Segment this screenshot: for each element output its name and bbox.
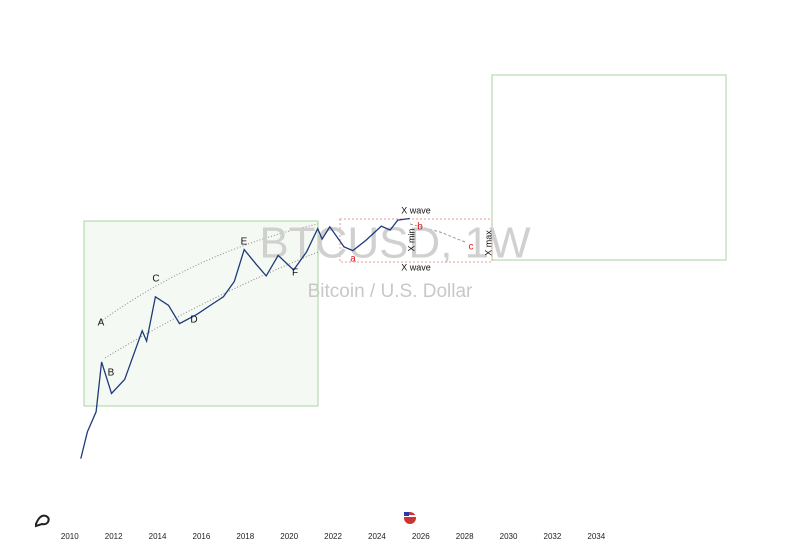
x-tick-label: 2018	[236, 532, 254, 541]
watermark-subtitle: Bitcoin / U.S. Dollar	[308, 281, 473, 302]
wave-label: C	[152, 274, 159, 285]
zone-box	[491, 74, 727, 261]
channel-line	[99, 223, 319, 323]
zone-box	[83, 220, 319, 407]
wave-label: E	[241, 237, 248, 248]
wave-label: X min	[406, 228, 416, 251]
wave-label: A	[98, 318, 105, 329]
wave-label: c	[469, 242, 474, 253]
x-tick-label: 2034	[587, 532, 605, 541]
x-tick-label: 2020	[280, 532, 298, 541]
x-tick-label: 2012	[105, 532, 123, 541]
x-tick-label: 2024	[368, 532, 386, 541]
x-tick-label: 2032	[544, 532, 562, 541]
wave-label: X wave	[401, 205, 431, 215]
wave-label: D	[190, 315, 197, 326]
flag-icon	[404, 512, 416, 524]
wave-label: X max	[483, 230, 493, 256]
price-line	[80, 217, 410, 459]
x-tick-label: 2028	[456, 532, 474, 541]
wave-label: X wave	[401, 262, 431, 272]
logo	[35, 514, 50, 528]
x-tick-label: 2014	[149, 532, 167, 541]
wave-label: a	[350, 254, 356, 265]
projection	[409, 223, 466, 243]
x-tick-label: 2022	[324, 532, 342, 541]
wave-label: F	[292, 268, 298, 279]
wave-label: b	[417, 222, 423, 233]
x-tick-label: 2026	[412, 532, 430, 541]
watermark-title: BTCUSD, 1W	[259, 219, 531, 268]
wave-label: B	[108, 368, 115, 379]
x-tick-label: 2010	[61, 532, 79, 541]
x-tick-label: 2030	[500, 532, 518, 541]
x-tick-label: 2016	[193, 532, 211, 541]
